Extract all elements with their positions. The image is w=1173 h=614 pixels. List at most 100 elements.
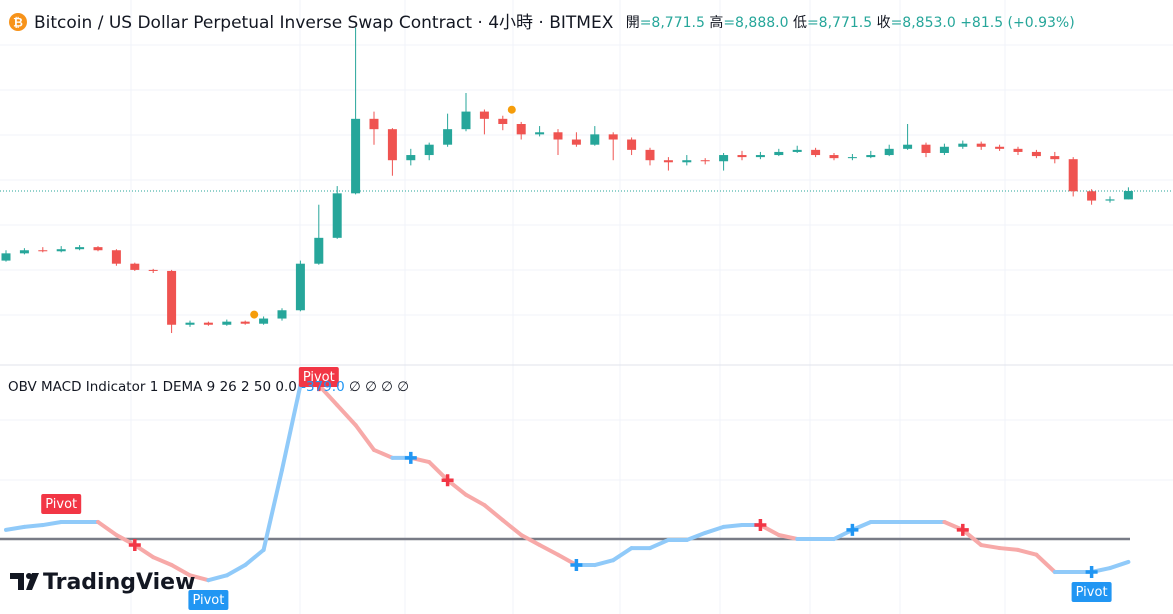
signal-cross: [846, 523, 859, 536]
candle-body: [479, 111, 489, 119]
indicator-title: OBV MACD Indicator 1 DEMA 9 26 2 50: [8, 379, 271, 395]
obv-line-segment: [4, 524, 27, 532]
candle-body: [792, 149, 802, 152]
ohlc-label: 開: [626, 15, 640, 31]
candle-body: [884, 148, 894, 156]
candle-body: [682, 160, 692, 163]
candle-body: [1013, 148, 1023, 152]
candle-body: [811, 149, 821, 156]
candle-body: [240, 321, 250, 324]
obv-line-segment: [372, 447, 395, 460]
candle-body: [866, 155, 876, 158]
obv-line-segment: [261, 467, 284, 552]
obv-line-segment: [648, 537, 671, 551]
obv-line-segment: [316, 383, 340, 408]
candle-body: [663, 160, 673, 163]
event-dot: [250, 310, 259, 319]
indicator-legend: OBV MACD Indicator 1 DEMA 9 26 2 50 0.0 …: [8, 379, 409, 395]
signal-cross: [128, 539, 141, 552]
candle-body: [56, 249, 66, 252]
obv-line-segment: [776, 532, 800, 541]
event-dot: [507, 105, 516, 114]
obv-line-segment: [960, 527, 984, 548]
obv-line-segment: [537, 543, 560, 557]
candle-body: [627, 139, 637, 150]
candle-body: [167, 270, 177, 325]
candle-body: [332, 193, 342, 238]
candle-body: [976, 143, 986, 147]
obv-line-segment: [611, 546, 634, 563]
obv-line-segment: [464, 492, 487, 508]
ohlc-label: 收: [877, 15, 891, 31]
ohlc-value: =8,771.5: [640, 15, 705, 31]
obv-line-segment: [592, 558, 616, 568]
candle-body: [443, 129, 453, 145]
obv-line-segment: [22, 523, 45, 529]
signal-cross: [441, 474, 454, 487]
candle-body: [185, 322, 195, 325]
obv-line-segment: [1108, 559, 1131, 571]
empty-value: ∅: [349, 379, 361, 395]
obv-line-segment: [151, 555, 174, 568]
obv-line-segment: [243, 547, 266, 568]
signal-cross: [956, 523, 969, 536]
candle-body: [93, 247, 103, 251]
obv-line-segment: [482, 503, 505, 523]
candle-body: [387, 129, 397, 161]
empty-value: ∅: [397, 379, 409, 395]
pivot-label: Pivot: [192, 593, 224, 608]
candle-body: [645, 149, 655, 161]
logo-icon: [10, 573, 39, 590]
ohlc-label: 低: [793, 15, 807, 31]
candle-body: [75, 247, 85, 250]
candle-body: [369, 118, 379, 130]
obv-line-segment: [280, 383, 303, 472]
obv-line-segment: [188, 573, 211, 583]
obv-line-segment: [684, 530, 708, 542]
candle-body: [829, 155, 839, 159]
obv-line-segment: [997, 546, 1020, 552]
candle-body: [424, 144, 434, 156]
candle-body: [1, 253, 11, 261]
pivot-label-box: [41, 494, 82, 515]
obv-line-segment: [1034, 552, 1057, 574]
bitcoin-icon-glyph: ₿: [13, 16, 23, 30]
candle-body: [111, 250, 121, 264]
candle-body: [1031, 151, 1041, 157]
candle-body: [553, 132, 563, 140]
candle-body: [498, 118, 508, 124]
obv-line-segment: [224, 563, 248, 578]
candle-body: [277, 310, 287, 319]
candle-body: [1105, 199, 1115, 201]
candle-body: [203, 322, 213, 325]
candle-body: [571, 139, 581, 145]
bitcoin-icon: [9, 13, 27, 31]
candle-body: [1068, 159, 1078, 192]
candle-body: [38, 250, 48, 252]
logo-icon-dot: [26, 573, 32, 579]
candle-body: [774, 151, 784, 156]
indicator-value: -379.0: [301, 379, 345, 395]
candle-body: [535, 132, 545, 135]
candle-body: [1050, 156, 1060, 160]
obv-line-segment: [445, 478, 468, 497]
candle-body: [939, 146, 949, 153]
candle-body: [958, 143, 968, 147]
candle-body: [995, 146, 1005, 149]
candle-body: [719, 155, 729, 162]
ohlc-value: =8,853.0: [891, 15, 956, 31]
obv-line-segment: [132, 543, 156, 560]
chart-title: Bitcoin / US Dollar Perpetual Inverse Sw…: [34, 13, 614, 33]
candle-body: [700, 160, 710, 162]
logo-text: TradingView: [43, 570, 195, 595]
ohlc-value: =8,888.0: [723, 15, 788, 31]
obv-line-segment: [500, 518, 524, 537]
candle-body: [608, 134, 618, 140]
pivot-label: Pivot: [1076, 585, 1108, 600]
candle-body: [847, 157, 857, 159]
pivot-label-box: [188, 590, 229, 610]
empty-value: ∅: [365, 379, 377, 395]
candle-body: [19, 250, 29, 254]
pivot-label-box: [1071, 581, 1112, 602]
